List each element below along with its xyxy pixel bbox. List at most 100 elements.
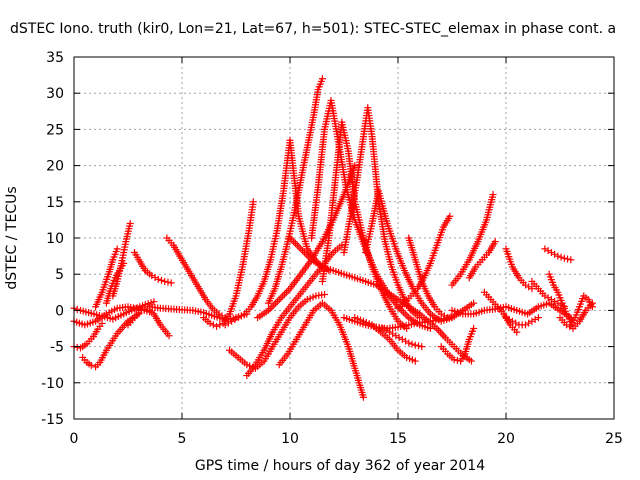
data-point bbox=[551, 250, 559, 258]
data-point bbox=[403, 312, 411, 320]
data-point bbox=[157, 276, 165, 284]
data-point bbox=[560, 254, 568, 262]
x-tick-labels: 0 5 10 15 20 25 bbox=[70, 431, 623, 447]
data-point bbox=[544, 294, 552, 302]
data-point bbox=[167, 279, 175, 287]
data-point bbox=[209, 321, 217, 329]
data-point bbox=[295, 243, 303, 251]
data-point bbox=[282, 288, 290, 296]
data-point bbox=[525, 319, 533, 327]
chart-title: dSTEC Iono. truth (kir0, Lon=21, Lat=67,… bbox=[10, 21, 616, 37]
series-arc15 bbox=[243, 241, 346, 380]
data-point bbox=[544, 247, 552, 255]
x-tick-label: 5 bbox=[178, 431, 187, 447]
data-point bbox=[299, 247, 307, 255]
data-point bbox=[405, 339, 413, 347]
series-arc40 bbox=[556, 299, 596, 332]
data-point bbox=[551, 297, 559, 305]
series-arc31 bbox=[448, 191, 497, 289]
data-point bbox=[411, 357, 419, 365]
data-point bbox=[567, 256, 575, 264]
data-point bbox=[528, 317, 536, 325]
y-tick-label: 5 bbox=[55, 267, 64, 283]
data-point bbox=[73, 305, 81, 313]
data-point bbox=[491, 238, 499, 246]
series-arc26 bbox=[372, 325, 426, 351]
series-arc35 bbox=[502, 314, 542, 329]
y-tick-labels: -15 -10 -5 0 5 10 15 20 25 30 35 bbox=[41, 50, 64, 428]
data-point bbox=[534, 314, 542, 322]
data-point bbox=[408, 340, 416, 348]
data-point bbox=[120, 259, 128, 267]
y-tick-label: -15 bbox=[41, 412, 64, 428]
data-point bbox=[447, 313, 455, 321]
x-axis-label: GPS time / hours of day 362 of year 2014 bbox=[195, 458, 485, 474]
data-point bbox=[418, 343, 426, 351]
data-point bbox=[588, 303, 596, 311]
data-point bbox=[284, 286, 292, 294]
y-tick-label: -5 bbox=[50, 340, 64, 356]
data-point bbox=[318, 75, 326, 83]
series-arc14 bbox=[226, 290, 329, 372]
series-arc05 bbox=[92, 245, 121, 311]
data-point bbox=[470, 299, 478, 307]
y-tick-label: 10 bbox=[46, 231, 64, 247]
x-tick-label: 10 bbox=[281, 431, 299, 447]
data-point bbox=[351, 162, 359, 170]
data-point bbox=[512, 319, 520, 327]
x-tick-label: 20 bbox=[497, 431, 515, 447]
data-point bbox=[415, 342, 423, 350]
data-point bbox=[98, 319, 106, 327]
data-point bbox=[165, 332, 173, 340]
data-point bbox=[161, 277, 169, 285]
series-arc34 bbox=[480, 288, 521, 336]
series-arc30 bbox=[437, 325, 478, 365]
data-point bbox=[359, 393, 367, 401]
series-arc39 bbox=[541, 245, 575, 264]
data-point bbox=[467, 357, 475, 365]
data-point bbox=[395, 334, 403, 342]
series-arc41 bbox=[567, 292, 596, 329]
y-tick-label: 20 bbox=[46, 159, 64, 175]
data-point bbox=[273, 297, 281, 305]
data-point bbox=[528, 285, 536, 293]
x-tick-label: 0 bbox=[70, 431, 79, 447]
y-tick-label: 0 bbox=[55, 303, 64, 319]
series-arc07 bbox=[102, 259, 128, 307]
series-arc33 bbox=[465, 238, 499, 282]
data-point bbox=[272, 299, 280, 307]
y-tick-label: 30 bbox=[46, 86, 64, 102]
data-point bbox=[270, 301, 278, 309]
series-arc17 bbox=[264, 75, 326, 307]
data-point bbox=[150, 298, 158, 306]
y-tick-label: -10 bbox=[41, 376, 64, 392]
data-point bbox=[470, 325, 478, 332]
data-point bbox=[531, 315, 539, 323]
series-arc10 bbox=[163, 234, 229, 322]
y-axis-label: dSTEC / TECUs bbox=[4, 186, 20, 289]
data-point bbox=[113, 245, 121, 253]
data-point bbox=[489, 191, 497, 199]
data-point bbox=[249, 198, 257, 206]
data-point bbox=[126, 220, 134, 228]
data-point bbox=[268, 303, 276, 311]
data-point bbox=[140, 306, 148, 314]
data-point bbox=[279, 292, 287, 300]
series-arc09 bbox=[124, 305, 173, 340]
data-point bbox=[446, 212, 454, 220]
data-point bbox=[321, 290, 329, 298]
series-arc12 bbox=[200, 198, 257, 330]
data-point bbox=[547, 248, 555, 256]
series-arc23 bbox=[362, 187, 478, 325]
y-tick-label: 25 bbox=[46, 122, 64, 138]
series-arc18 bbox=[275, 299, 367, 401]
data-point bbox=[213, 322, 221, 330]
data-point bbox=[73, 343, 81, 351]
series-arc21 bbox=[318, 118, 411, 332]
data-point bbox=[151, 273, 159, 281]
data-point bbox=[291, 239, 299, 247]
data-point bbox=[398, 335, 406, 343]
data-point bbox=[411, 341, 419, 349]
data-point bbox=[450, 356, 458, 364]
